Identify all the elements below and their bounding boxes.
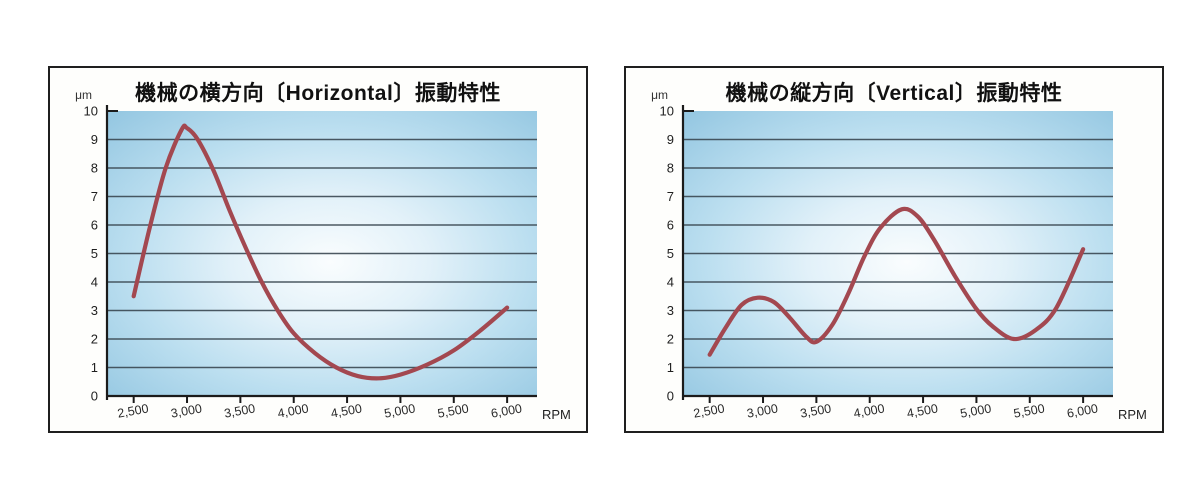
- x-tick-label: 2,500: [692, 401, 725, 420]
- y-tick-label: 7: [667, 189, 674, 204]
- x-tick-label: 3,500: [223, 401, 256, 420]
- x-tick-label: 3,500: [799, 401, 832, 420]
- y-tick-label: 4: [91, 275, 98, 290]
- x-tick-label: 6,000: [490, 401, 523, 420]
- horizontal-vibration-plot: 0 1 2 3 4 5 6 7 8 9 10 2,500 3,000 3,500 4,000 4,500 5,0…: [75, 88, 571, 422]
- x-tick-label: 5,000: [959, 401, 992, 420]
- x-tick-label: 3,000: [746, 401, 779, 420]
- x-unit-label: RPM: [542, 407, 571, 422]
- horizontal-vibration-chart-card: 機械の横方向〔Horizontal〕振動特性 0 1 2 3 4 5 6 7 8 9 10 2,500…: [48, 66, 588, 433]
- x-tick-label: 2,500: [116, 401, 149, 420]
- x-tick-label: 5,500: [1012, 401, 1045, 420]
- horizontal-vibration-curve: [131, 123, 510, 381]
- y-unit-label: μm: [651, 88, 668, 102]
- y-tick-label: 9: [91, 132, 98, 147]
- y-tick-label: 10: [660, 104, 674, 119]
- x-tick-label: 5,000: [383, 401, 416, 420]
- vertical-vibration-chart-card: 機械の縦方向〔Vertical〕振動特性 0 1 2 3 4 5 6 7 8 9 10 2,500 3,…: [624, 66, 1164, 433]
- y-tick-label: 3: [667, 303, 674, 318]
- x-unit-label: RPM: [1118, 407, 1147, 422]
- y-tick-label: 9: [667, 132, 674, 147]
- y-tick-label: 2: [91, 332, 98, 347]
- y-tick-label: 8: [91, 161, 98, 176]
- y-tick-label: 3: [91, 303, 98, 318]
- chart-title-horizontal: 機械の横方向〔Horizontal〕振動特性: [135, 82, 501, 105]
- x-tick-label: 4,500: [906, 401, 939, 420]
- chart-title-vertical: 機械の縦方向〔Vertical〕振動特性: [725, 82, 1063, 105]
- vertical-vibration-plot: 0 1 2 3 4 5 6 7 8 9 10 2,500 3,000 3,500 4,000 4,500 5,0…: [651, 88, 1147, 422]
- y-tick-label: 0: [91, 389, 98, 404]
- y-tick-label: 1: [91, 360, 98, 375]
- y-tick-label: 10: [84, 104, 98, 119]
- x-tick-label: 3,000: [170, 401, 203, 420]
- y-tick-label: 8: [667, 161, 674, 176]
- x-tick-label: 4,000: [852, 401, 885, 420]
- y-tick-label: 4: [667, 275, 674, 290]
- y-tick-label: 2: [667, 332, 674, 347]
- y-tick-label: 5: [91, 246, 98, 261]
- vertical-vibration-curve: [707, 206, 1086, 357]
- x-tick-label: 4,500: [330, 401, 363, 420]
- y-tick-label: 6: [667, 218, 674, 233]
- x-tick-label: 5,500: [436, 401, 469, 420]
- x-tick-label: 6,000: [1066, 401, 1099, 420]
- y-tick-label: 5: [667, 246, 674, 261]
- x-tick-label: 4,000: [276, 401, 309, 420]
- y-tick-label: 7: [91, 189, 98, 204]
- y-unit-label: μm: [75, 88, 92, 102]
- y-tick-label: 0: [667, 389, 674, 404]
- y-tick-label: 1: [667, 360, 674, 375]
- y-tick-label: 6: [91, 218, 98, 233]
